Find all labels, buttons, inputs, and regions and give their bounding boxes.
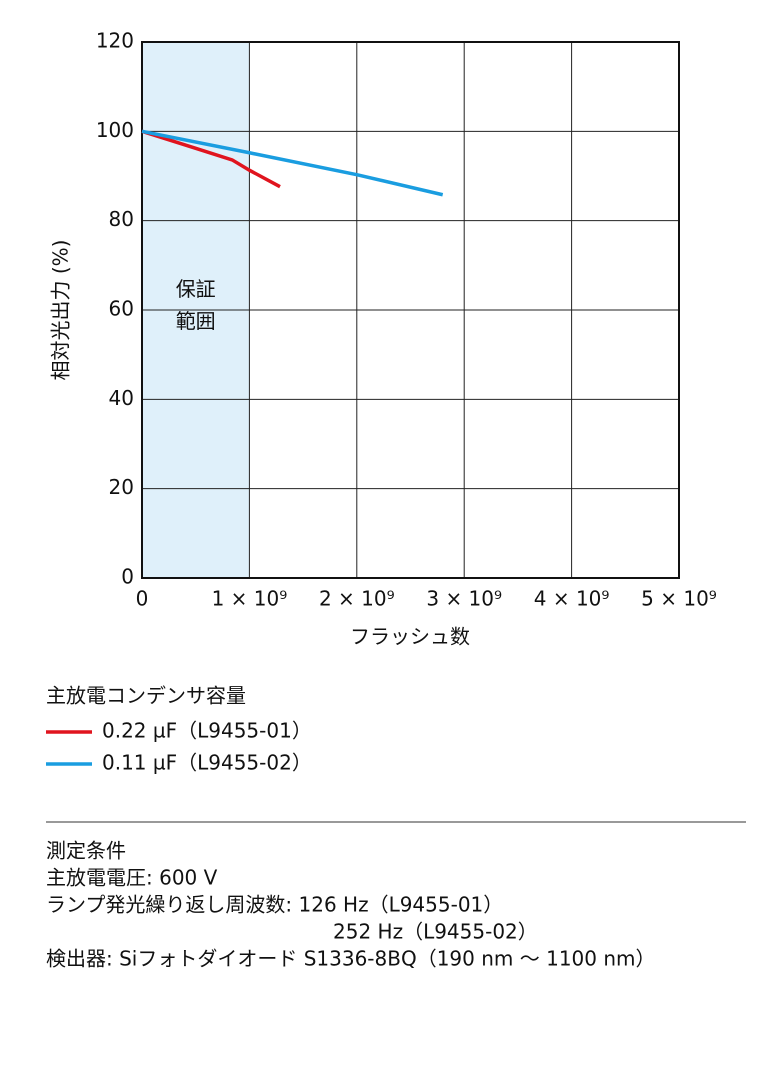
data-line xyxy=(141,129,444,197)
note-line: ランプ発光繰り返し周波数: 126 Hz（L9455-01） xyxy=(46,893,503,917)
y-tick-label: 60 xyxy=(109,297,134,321)
note-line: 252 Hz（L9455-02） xyxy=(333,920,538,944)
range-label: 保証範囲 xyxy=(176,277,216,333)
plot-frame xyxy=(141,41,680,579)
legend-title: 主放電コンデンサ容量 xyxy=(46,684,246,708)
x-tick-label: 1 × 10⁹ xyxy=(212,587,288,611)
notes-title: 測定条件 xyxy=(46,839,126,863)
data-line xyxy=(141,129,281,189)
y-tick-label: 0 xyxy=(121,565,134,589)
x-tick-label: 2 × 10⁹ xyxy=(319,587,395,611)
y-tick-label: 40 xyxy=(109,386,134,410)
y-axis-label: 相対光出力 (%) xyxy=(49,240,73,381)
y-tick-label: 20 xyxy=(109,475,134,499)
y-tick-label: 100 xyxy=(96,118,134,142)
note-line: 検出器: Siフォトダイオード S1336-8BQ（190 nm ～ 1100 … xyxy=(46,947,656,971)
legend-label: 0.22 µF（L9455-01） xyxy=(102,719,312,743)
y-tick-label: 120 xyxy=(96,29,134,53)
x-tick-label: 4 × 10⁹ xyxy=(534,587,610,611)
x-tick-label: 3 × 10⁹ xyxy=(426,587,502,611)
legend-label: 0.11 µF（L9455-02） xyxy=(102,751,312,775)
x-tick-label: 5 × 10⁹ xyxy=(641,587,717,611)
y-tick-label: 80 xyxy=(109,207,134,231)
x-tick-label: 0 xyxy=(136,587,149,611)
note-line: 主放電電圧: 600 V xyxy=(46,866,218,890)
x-axis-label: フラッシュ数 xyxy=(350,625,470,649)
